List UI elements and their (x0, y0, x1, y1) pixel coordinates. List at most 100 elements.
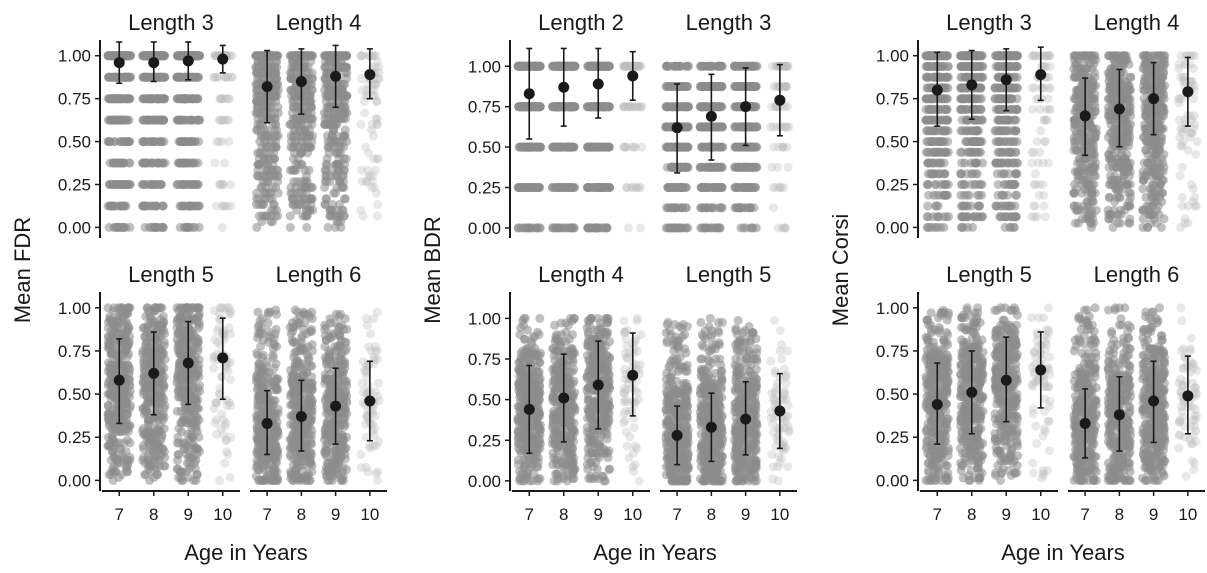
jitter-point (216, 372, 226, 382)
mean-point (261, 81, 273, 93)
jitter-point (172, 72, 182, 82)
jitter-point (286, 68, 296, 78)
jitter-point (218, 429, 228, 439)
jitter-point (367, 125, 377, 135)
mean-point (148, 367, 160, 379)
jitter-point (257, 182, 267, 192)
jitter-point (219, 201, 228, 211)
jitter-point (118, 201, 128, 211)
jitter-point (106, 470, 116, 480)
jitter-point (285, 211, 295, 221)
jitter-point (115, 137, 125, 147)
jitter-point (149, 415, 159, 425)
mean-point (217, 53, 229, 65)
jitter-point (294, 441, 304, 451)
jitter-point (104, 137, 114, 147)
mean-point (330, 400, 342, 412)
jitter-point (322, 452, 332, 462)
jitter-point (532, 102, 542, 112)
jitter-point (259, 462, 268, 472)
jitter-point (114, 438, 124, 448)
mean-point (113, 374, 125, 386)
jitter-point (112, 158, 122, 168)
jitter-point (357, 51, 367, 61)
jitter-point (331, 160, 341, 169)
jitter-point (104, 51, 114, 61)
jitter-point (299, 137, 309, 147)
jitter-point (270, 91, 280, 101)
jitter-point (251, 51, 261, 61)
jitter-point (179, 334, 189, 344)
jitter-point (116, 94, 126, 104)
jitter-point (104, 72, 113, 82)
jitter-points (103, 51, 237, 232)
y-axis-title-bdr: Mean BDR (420, 216, 445, 324)
jitter-point (366, 329, 375, 339)
jitter-point (335, 51, 345, 61)
facet-title: Length 3 (128, 10, 214, 35)
jitter-point (253, 413, 263, 423)
jitter-point (118, 180, 128, 189)
y-tick-label: 0.00 (58, 471, 91, 490)
jitter-point (160, 401, 170, 411)
jitter-point (356, 119, 366, 129)
mean-point (295, 75, 307, 87)
jitter-point (146, 435, 156, 445)
jitter-point (109, 222, 119, 232)
mean-point (182, 357, 194, 369)
y-tick-label: 0.75 (468, 98, 501, 117)
jitter-point (195, 115, 204, 125)
jitter-point (254, 320, 264, 330)
jitter-point (108, 332, 118, 342)
jitter-point (210, 306, 219, 316)
x-axis-title-corsi: Age in Years (1001, 540, 1125, 565)
mean-point (364, 395, 376, 407)
x-tick-label: 7 (115, 505, 124, 524)
jitter-point (220, 334, 230, 344)
jitter-point (366, 346, 376, 356)
jitter-point (535, 142, 545, 152)
jitter-point (123, 340, 133, 350)
y-tick-label: 0.25 (58, 175, 91, 194)
mean-point (148, 57, 160, 69)
jitter-point (340, 194, 350, 204)
jitter-point (222, 447, 232, 457)
jitter-point (190, 180, 200, 189)
jitter-point (269, 381, 279, 390)
jitter-point (513, 223, 523, 233)
jitter-point (176, 303, 186, 313)
jitter-point (147, 180, 157, 189)
jitter-point (175, 467, 185, 477)
jitter-point (154, 461, 164, 471)
jitter-point (334, 450, 344, 459)
jitter-point (221, 418, 231, 428)
jitter-point (302, 368, 312, 377)
jitter-point (193, 303, 203, 313)
jitter-point (323, 119, 333, 129)
jitter-point (359, 365, 369, 375)
y-tick-label: 0.75 (58, 342, 91, 361)
jitter-point (332, 211, 342, 221)
jitter-point (109, 392, 119, 402)
mean-point (364, 69, 376, 81)
jitter-point (335, 342, 344, 352)
jitter-point (194, 201, 204, 211)
jitter-point (325, 333, 335, 343)
jitter-point (156, 115, 165, 125)
jitter-point (124, 137, 134, 147)
jitter-point (194, 222, 204, 232)
jitter-point (181, 180, 191, 189)
jitter-point (356, 462, 366, 472)
jitter-point (124, 94, 134, 104)
jitter-point (307, 119, 317, 129)
jitter-point (122, 415, 131, 425)
jitter-point (371, 188, 381, 198)
x-tick-label: 7 (262, 505, 271, 524)
jitter-point (124, 51, 134, 61)
jitter-point (296, 337, 306, 347)
jitter-point (271, 324, 281, 334)
y-tick-label: 0.50 (58, 133, 91, 152)
jitter-point (260, 131, 270, 141)
jitter-point (260, 211, 270, 221)
jitter-point (322, 131, 332, 141)
